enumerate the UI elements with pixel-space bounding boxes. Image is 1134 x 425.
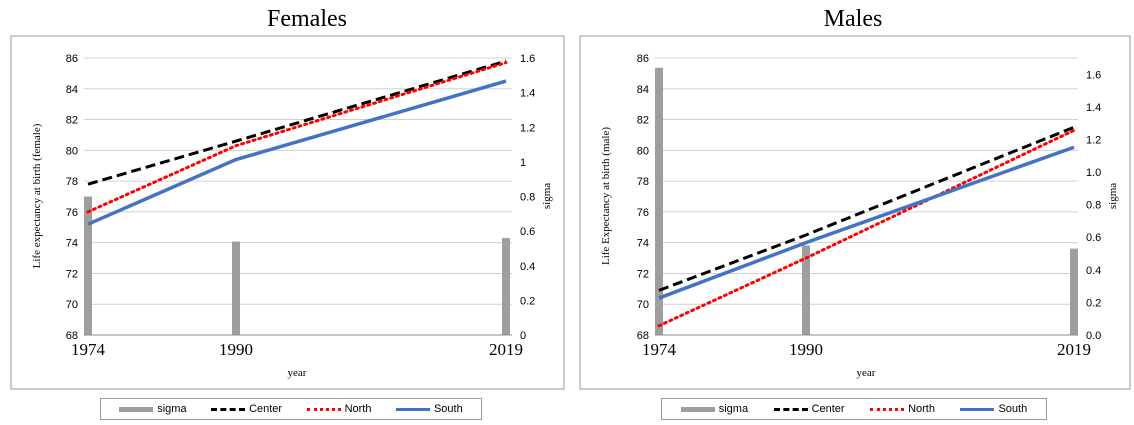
legend-label: North — [908, 403, 935, 415]
y-tick-label: 82 — [637, 115, 649, 127]
sigma-bar — [655, 67, 663, 335]
y2-tick-label: 1.4 — [520, 88, 535, 100]
series-line-south — [658, 145, 1075, 300]
legend-item-center: Center — [773, 403, 845, 415]
sigma-bar — [502, 238, 510, 335]
y-axis-title: Life Expectancy at birth (male) — [600, 127, 612, 265]
y-tick-label: 78 — [66, 176, 78, 188]
y-tick-label: 78 — [637, 176, 649, 188]
y2-tick-label: 0.8 — [520, 192, 535, 204]
legend-item-south: South — [960, 403, 1027, 415]
y-tick-label: 68 — [66, 330, 78, 342]
y2-tick-label: 0.8 — [1086, 200, 1101, 212]
y-tick-label: 72 — [637, 268, 649, 280]
females-chart: 68 70 72 74 76 78 80 82 84 86 0 0.2 0.4 0.6 0.8 1 1.2 1.4… — [10, 35, 565, 390]
sigma-bar — [232, 241, 240, 335]
x-axis-title: year — [857, 367, 876, 379]
legend-label: Center — [249, 403, 283, 415]
sigma-swatch — [680, 406, 715, 412]
y2-tick-label: 1.2 — [1086, 134, 1101, 146]
y-tick-label: 72 — [66, 268, 78, 280]
y-tick-label: 70 — [66, 299, 78, 311]
sigma-bar — [1070, 248, 1078, 335]
y-tick-label: 84 — [637, 84, 649, 96]
y-tick-label: 74 — [66, 238, 78, 250]
sigma-bar — [84, 196, 92, 335]
y2-tick-label: 1 — [520, 157, 526, 169]
y2-tick-label: 1.6 — [1086, 69, 1101, 81]
legend-label: sigma — [718, 403, 749, 415]
legend-label: South — [998, 403, 1028, 415]
center-swatch — [773, 407, 808, 411]
south-swatch — [395, 407, 430, 411]
y2-tick-label: 1.0 — [1086, 167, 1101, 179]
legend-item-center: Center — [211, 403, 282, 415]
y2-tick-label: 0.4 — [520, 261, 535, 273]
females-legend: sigma Center North South — [100, 398, 482, 420]
north-swatch — [870, 407, 905, 411]
x-tick-label: 2019 — [1057, 340, 1091, 359]
x-tick-label: 1990 — [219, 340, 253, 359]
y-tick-label: 84 — [66, 84, 78, 96]
series-line-center — [658, 125, 1075, 292]
legend-item-north: North — [870, 403, 935, 415]
legend-item-south: South — [395, 403, 463, 415]
y2-tick-label: 1.6 — [520, 53, 535, 65]
y2-tick-label: 0.4 — [1086, 265, 1101, 277]
legend-item-sigma: sigma — [119, 403, 187, 415]
south-swatch — [960, 407, 995, 411]
y-tick-label: 80 — [66, 145, 78, 157]
y2-axis-title: sigma — [541, 183, 553, 209]
males-legend: sigma Center North South — [661, 398, 1047, 420]
legend-label: North — [344, 403, 372, 415]
y-tick-label: 76 — [66, 207, 78, 219]
y-tick-label: 70 — [637, 299, 649, 311]
legend-item-sigma: sigma — [680, 403, 749, 415]
legend-label: sigma — [157, 403, 187, 415]
chart-frame — [579, 35, 1131, 390]
series-line-center — [87, 59, 507, 186]
y-tick-label: 82 — [66, 115, 78, 127]
legend-label: Center — [811, 403, 845, 415]
x-tick-label: 1990 — [789, 340, 823, 359]
y-tick-label: 76 — [637, 207, 649, 219]
chart-frame — [10, 35, 565, 390]
y2-tick-label: 0.2 — [1086, 297, 1101, 309]
y2-tick-label: 0.6 — [520, 226, 535, 238]
females-title: Females — [267, 6, 347, 32]
legend-label: South — [433, 403, 463, 415]
y-tick-label: 86 — [66, 53, 78, 65]
x-axis-title: year — [288, 367, 307, 379]
y2-tick-label: 0.0 — [1086, 330, 1101, 342]
series-line-north — [86, 61, 508, 214]
y2-tick-label: 1.4 — [1086, 102, 1101, 114]
y2-tick-label: 0 — [520, 330, 526, 342]
y-tick-label: 80 — [637, 145, 649, 157]
series-line-south — [87, 79, 507, 226]
sigma-swatch — [119, 406, 154, 412]
center-swatch — [211, 407, 246, 411]
y2-axis-title: sigma — [1107, 183, 1119, 209]
y-tick-label: 74 — [637, 238, 649, 250]
sigma-bar — [802, 245, 810, 335]
y2-tick-label: 1.2 — [520, 122, 535, 134]
x-tick-label: 1974 — [642, 340, 677, 359]
y2-tick-label: 0.2 — [520, 295, 535, 307]
y-tick-label: 86 — [637, 53, 649, 65]
legend-item-north: North — [306, 403, 372, 415]
north-swatch — [306, 407, 341, 411]
y-axis-title: Life expectancy at birth (female) — [31, 123, 43, 268]
x-tick-label: 1974 — [71, 340, 106, 359]
males-chart: 68 70 72 74 76 78 80 82 84 86 0.0 0.2 0.4 0.6 0.8 1.0 1.… — [579, 35, 1131, 390]
y-tick-label: 68 — [637, 330, 649, 342]
x-tick-label: 2019 — [489, 340, 523, 359]
series-line-north — [657, 128, 1076, 328]
males-title: Males — [823, 6, 883, 32]
y2-tick-label: 0.6 — [1086, 232, 1101, 244]
